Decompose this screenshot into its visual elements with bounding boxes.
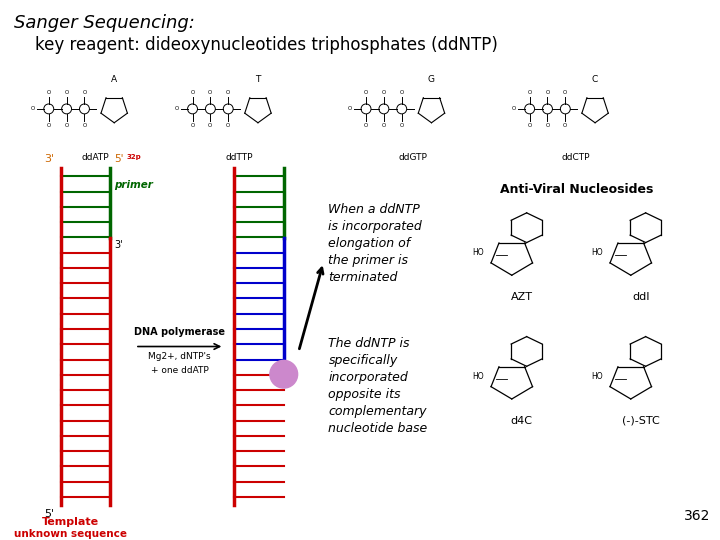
Text: O: O bbox=[65, 123, 68, 128]
Text: O: O bbox=[208, 123, 212, 128]
Text: O: O bbox=[511, 106, 516, 111]
Text: HO: HO bbox=[591, 248, 603, 257]
Text: ddTTP: ddTTP bbox=[225, 153, 253, 163]
Text: O: O bbox=[190, 90, 194, 95]
Text: T: T bbox=[256, 75, 261, 84]
Text: O: O bbox=[65, 90, 68, 95]
Text: A: A bbox=[111, 75, 117, 84]
Circle shape bbox=[270, 360, 297, 388]
Text: O: O bbox=[364, 123, 368, 128]
Text: O: O bbox=[400, 123, 404, 128]
Text: O: O bbox=[226, 90, 230, 95]
Text: Anti-Viral Nucleosides: Anti-Viral Nucleosides bbox=[500, 183, 653, 196]
Text: AZT: AZT bbox=[510, 292, 533, 302]
Text: O: O bbox=[400, 90, 404, 95]
Text: Sanger Sequencing:: Sanger Sequencing: bbox=[14, 14, 195, 32]
Text: O: O bbox=[563, 90, 567, 95]
Text: HO: HO bbox=[591, 372, 603, 381]
Text: O: O bbox=[208, 90, 212, 95]
Text: O: O bbox=[528, 123, 532, 128]
Text: O: O bbox=[174, 106, 179, 111]
Text: d4C: d4C bbox=[510, 416, 533, 426]
Text: 32p: 32p bbox=[126, 154, 141, 160]
Text: 5': 5' bbox=[44, 509, 54, 519]
Text: key reagent: dideoxynucleotides triphosphates (ddNTP): key reagent: dideoxynucleotides triphosp… bbox=[14, 36, 498, 53]
Text: The ddNTP is
specifically
incorporated
opposite its
complementary
nucleotide bas: The ddNTP is specifically incorporated o… bbox=[328, 336, 428, 435]
Text: O: O bbox=[82, 123, 86, 128]
Text: (-)-STC: (-)-STC bbox=[622, 416, 660, 426]
Text: O: O bbox=[348, 106, 352, 111]
Text: 3': 3' bbox=[114, 240, 123, 249]
Text: G: G bbox=[428, 75, 435, 84]
Text: Mg2+, dNTP's: Mg2+, dNTP's bbox=[148, 353, 211, 361]
Text: O: O bbox=[47, 90, 51, 95]
Text: 5': 5' bbox=[114, 154, 124, 164]
Text: When a ddNTP
is incorporated
elongation of
the primer is
terminated: When a ddNTP is incorporated elongation … bbox=[328, 203, 422, 284]
Text: C: C bbox=[592, 75, 598, 84]
Text: HO: HO bbox=[472, 248, 484, 257]
Text: ddATP: ddATP bbox=[81, 153, 109, 163]
Text: O: O bbox=[190, 123, 194, 128]
Text: DNA polymerase: DNA polymerase bbox=[134, 327, 225, 336]
Text: ddGTP: ddGTP bbox=[398, 153, 427, 163]
Text: primer: primer bbox=[114, 180, 153, 190]
Text: O: O bbox=[563, 123, 567, 128]
Text: O: O bbox=[226, 123, 230, 128]
Text: O: O bbox=[382, 90, 386, 95]
Text: O: O bbox=[364, 90, 368, 95]
Text: + one ddATP: + one ddATP bbox=[150, 366, 209, 375]
Text: O: O bbox=[528, 90, 532, 95]
Text: ddI: ddI bbox=[632, 292, 649, 302]
Text: 3': 3' bbox=[44, 154, 54, 164]
Text: O: O bbox=[382, 123, 386, 128]
Text: O: O bbox=[31, 106, 35, 111]
Text: HO: HO bbox=[472, 372, 484, 381]
Text: O: O bbox=[47, 123, 51, 128]
Text: O: O bbox=[545, 123, 549, 128]
Text: unknown sequence: unknown sequence bbox=[14, 529, 127, 539]
Text: Template: Template bbox=[42, 517, 99, 527]
Text: O: O bbox=[545, 90, 549, 95]
Text: ddCTP: ddCTP bbox=[562, 153, 590, 163]
Text: 362: 362 bbox=[684, 509, 710, 523]
Text: O: O bbox=[82, 90, 86, 95]
